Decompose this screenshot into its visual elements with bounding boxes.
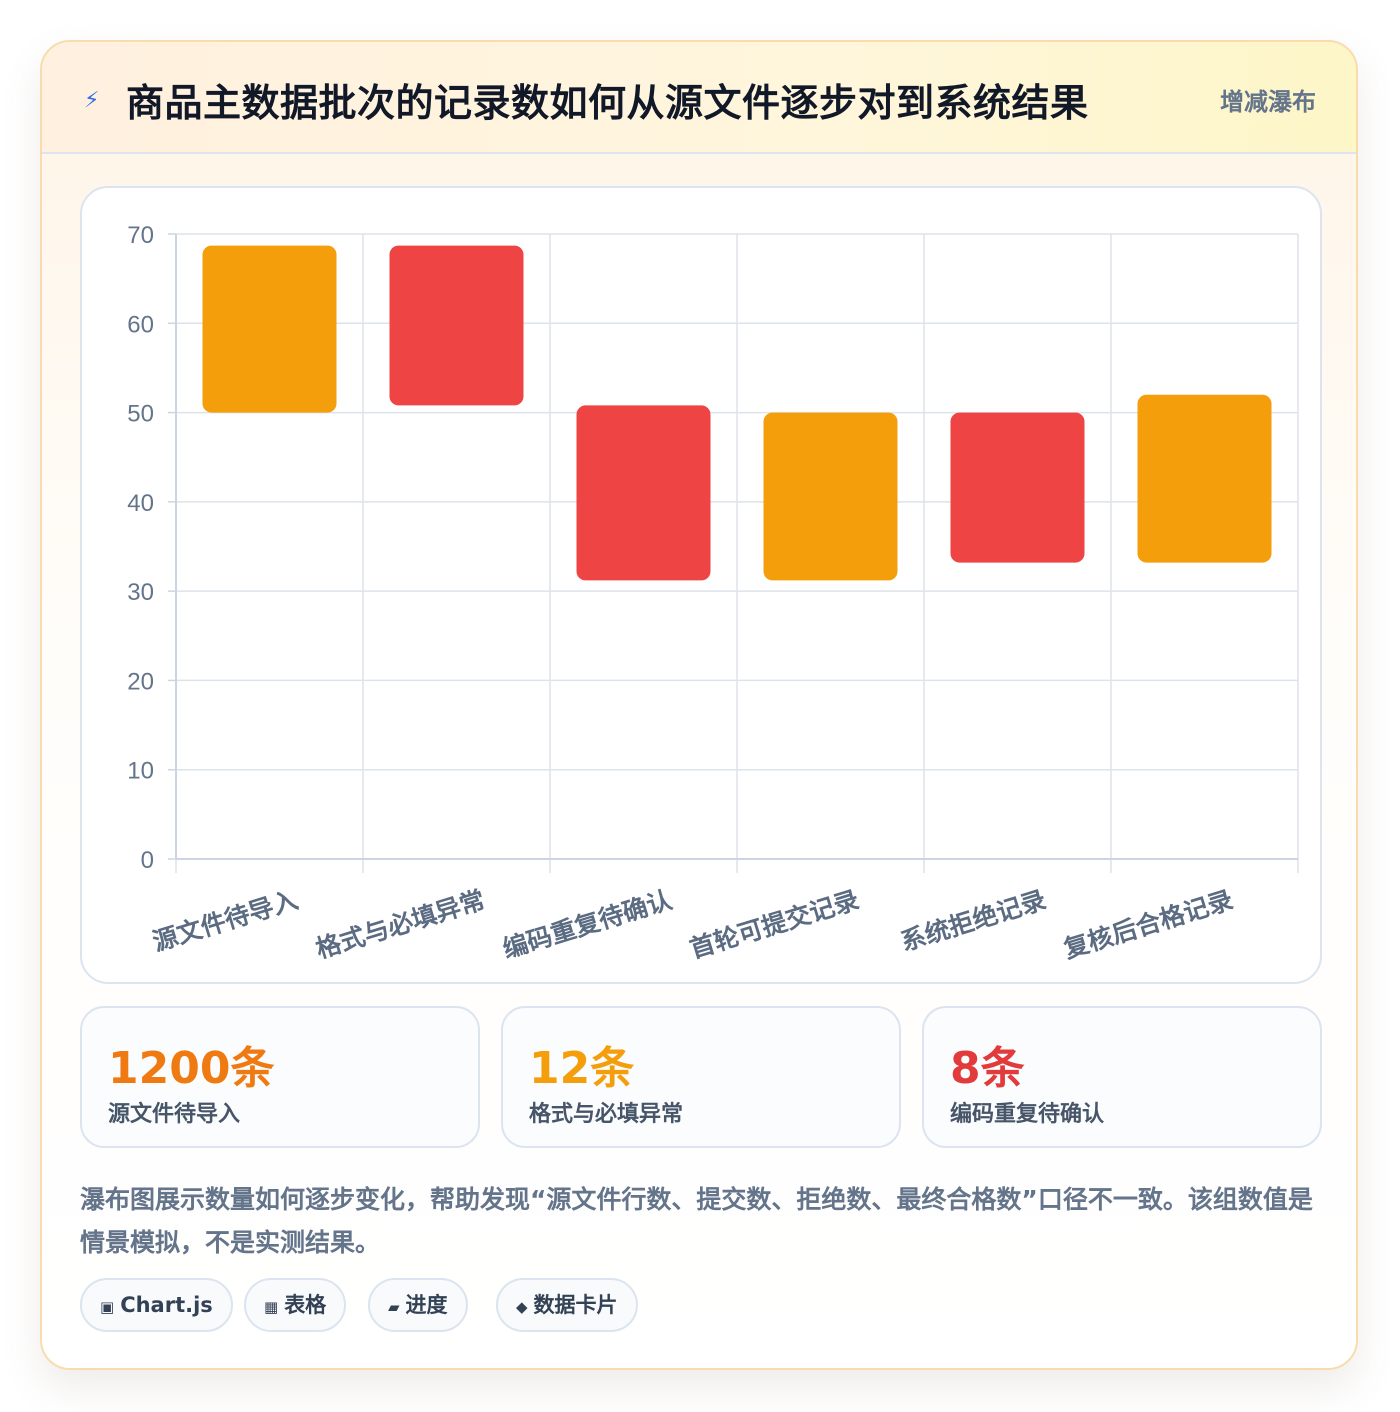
y-tick-label: 20: [127, 668, 154, 695]
stat-value: 8条: [950, 1043, 1025, 1094]
y-tick-label: 0: [141, 847, 154, 874]
x-tick-label: 首轮可提交记录: [686, 885, 862, 964]
waterfall-bar: [576, 405, 711, 581]
y-tick-label: 40: [127, 490, 154, 517]
y-tick-label: 70: [127, 222, 154, 249]
chip-label: 进度: [405, 1293, 448, 1317]
waterfall-bar: [389, 245, 524, 406]
stat-label: 编码重复待确认: [950, 1102, 1105, 1127]
waterfall-bar: [950, 412, 1085, 563]
chart-card: ⚡ 商品主数据批次的记录数如何从源文件逐步对到系统结果 增减瀑布 0 10 20 30…: [40, 40, 1358, 1370]
chip-label: 表格: [284, 1293, 327, 1317]
y-tick-label: 10: [127, 758, 154, 785]
card-header: ⚡ 商品主数据批次的记录数如何从源文件逐步对到系统结果 增减瀑布: [42, 42, 1356, 154]
progress-icon: ▰: [388, 1298, 400, 1316]
chip-label: 数据卡片: [533, 1293, 618, 1317]
stat-value: 12条: [529, 1043, 635, 1094]
chart-description: 瀑布图展示数量如何逐步变化，帮助发现“源文件行数、提交数、拒绝数、最终合格数”口…: [80, 1185, 1313, 1257]
waterfall-chart: 0 10 20 30 40 50 60 70 源文件待导入 格式与必填异常 编码重复待确认 首轮可提交…: [127, 222, 1299, 964]
x-tick-label: 复核后合格记录: [1060, 885, 1236, 964]
stat-label: 源文件待导入: [108, 1102, 241, 1127]
diamond-icon: ◆: [516, 1298, 528, 1316]
chip-progress[interactable]: ▰ 进度: [368, 1278, 468, 1332]
chart-type-tag: 增减瀑布: [1220, 88, 1316, 116]
stat-card-format-errors: 12条 格式与必填异常: [501, 1006, 901, 1148]
chart-icon: ▣: [100, 1298, 115, 1316]
table-icon: ▦: [264, 1298, 279, 1316]
chip-table[interactable]: ▦ 表格: [244, 1278, 347, 1332]
stat-card-source: 1200条 源文件待导入: [80, 1006, 480, 1148]
waterfall-bar: [202, 245, 337, 413]
y-tick-label: 60: [127, 311, 154, 338]
bolt-icon: ⚡: [84, 88, 100, 113]
stat-label: 格式与必填异常: [529, 1102, 684, 1127]
x-tick-label: 格式与必填异常: [312, 885, 488, 964]
y-tick-label: 30: [127, 579, 154, 606]
waterfall-bar: [763, 412, 898, 581]
page-title: 商品主数据批次的记录数如何从源文件逐步对到系统结果: [126, 81, 1089, 125]
chip-chartjs[interactable]: ▣ Chart.js: [80, 1278, 233, 1332]
x-tick-label: 源文件待导入: [149, 885, 301, 957]
chip-label: Chart.js: [120, 1293, 213, 1317]
waterfall-bar: [1137, 394, 1272, 563]
x-tick-label: 系统拒绝记录: [897, 885, 1049, 957]
chip-data-card[interactable]: ◆ 数据卡片: [496, 1278, 638, 1332]
x-tick-label: 编码重复待确认: [499, 885, 675, 964]
y-tick-label: 50: [127, 401, 154, 428]
chart-panel: 0 10 20 30 40 50 60 70 源文件待导入 格式与必填异常 编码重复待确认 首轮可提交…: [80, 186, 1322, 984]
stat-value: 1200条: [108, 1043, 275, 1094]
stat-card-duplicates: 8条 编码重复待确认: [922, 1006, 1322, 1148]
